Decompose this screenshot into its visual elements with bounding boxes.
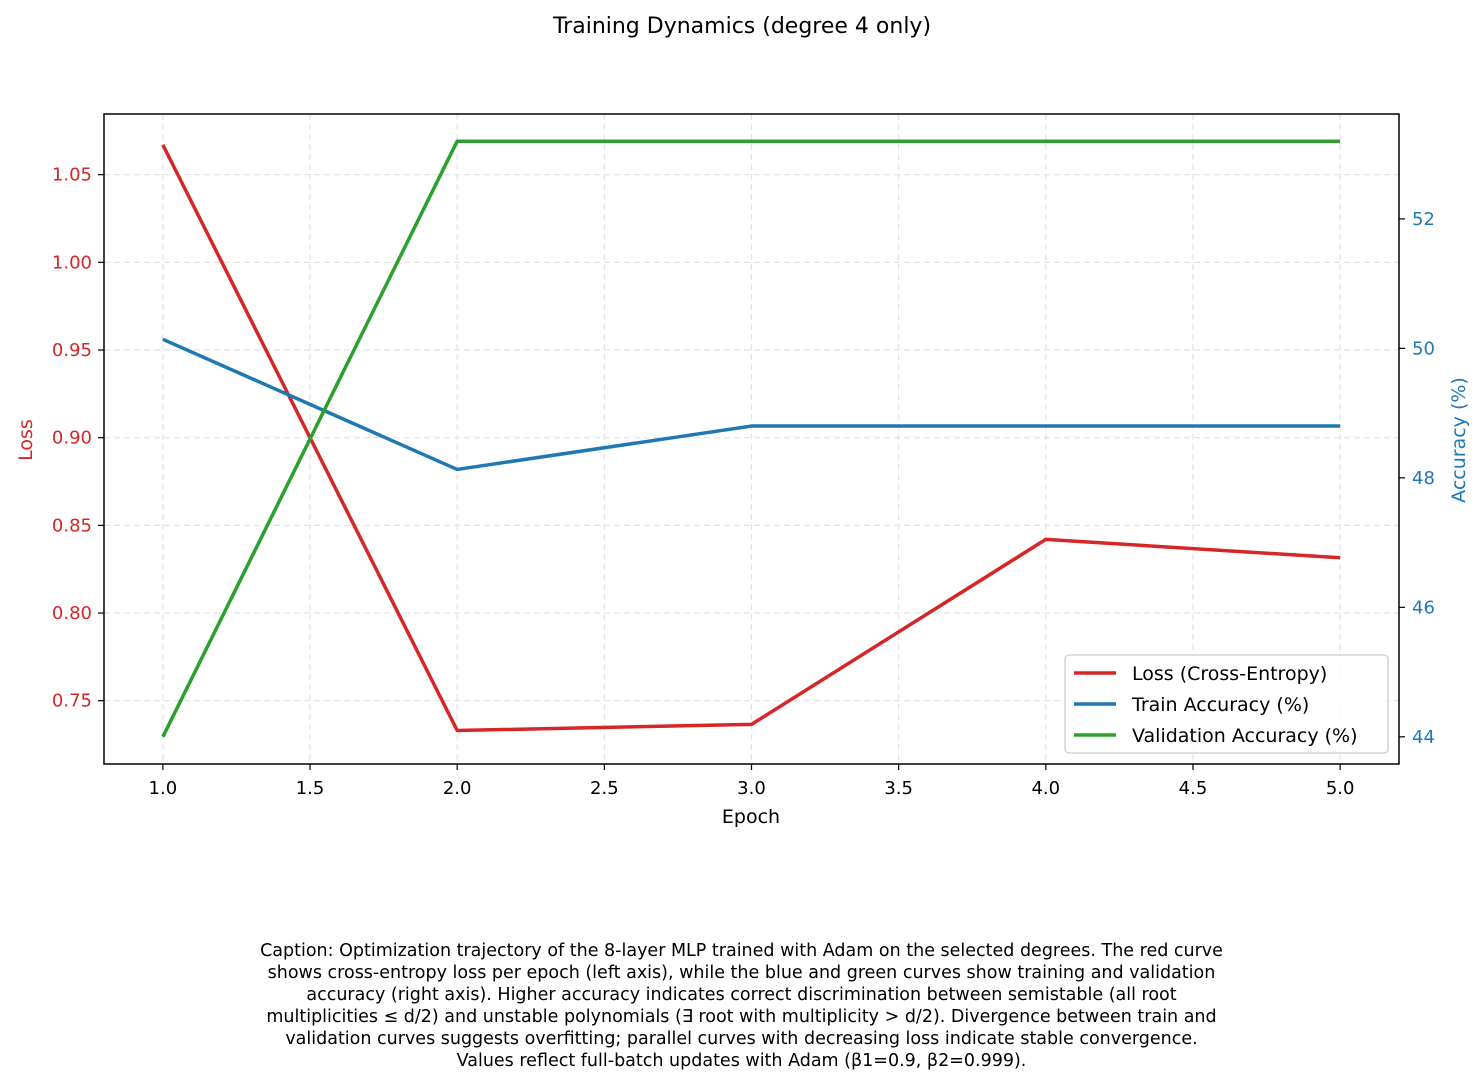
series-lines <box>161 139 1341 738</box>
right-tick-label: 44 <box>1412 727 1435 748</box>
series-line-train-accuracy <box>162 337 1341 472</box>
left-tick-label: 0.95 <box>52 340 92 361</box>
x-tick-label: 1.0 <box>149 778 178 799</box>
x-axis-label: Epoch <box>722 806 780 828</box>
right-tick-label: 48 <box>1412 468 1435 489</box>
left-tick-label: 1.00 <box>52 252 92 273</box>
x-tick-label: 4.0 <box>1031 778 1060 799</box>
right-axis-label: Accuracy (%) <box>1448 377 1470 503</box>
series-line-validation-accuracy <box>161 139 1341 738</box>
training-dynamics-chart: Training Dynamics (degree 4 only) 1.0 1.5… <box>15 14 1470 828</box>
left-tick-label: 0.80 <box>52 603 92 624</box>
left-axis-ticks: 0.75 0.80 0.85 0.90 0.95 1.00 1.05 <box>52 165 104 712</box>
x-tick-label: 3.5 <box>884 778 913 799</box>
right-tick-label: 46 <box>1412 597 1435 618</box>
right-axis-ticks: 44 46 48 50 52 <box>1399 209 1435 748</box>
legend: Loss (Cross-Entropy) Train Accuracy (%) Va… <box>1064 654 1389 754</box>
series-line-loss-cross-entropy <box>161 144 1341 733</box>
right-tick-label: 52 <box>1412 209 1435 230</box>
x-tick-label: 3.0 <box>737 778 766 799</box>
left-tick-label: 0.90 <box>52 428 92 449</box>
left-tick-label: 0.85 <box>52 515 92 536</box>
legend-entry: Train Accuracy (%) <box>1131 694 1309 716</box>
left-axis-label: Loss <box>15 419 37 461</box>
legend-entry: Loss (Cross-Entropy) <box>1132 663 1327 685</box>
x-tick-label: 2.5 <box>590 778 619 799</box>
x-tick-label: 4.5 <box>1179 778 1208 799</box>
chart-title: Training Dynamics (degree 4 only) <box>552 14 931 39</box>
figure-caption: Caption: Optimization trajectory of the … <box>260 941 1223 1071</box>
x-axis-ticks: 1.0 1.5 2.0 2.5 3.0 3.5 4.0 4.5 5.0 <box>149 764 1355 799</box>
legend-entry: Validation Accuracy (%) <box>1132 725 1358 747</box>
left-tick-label: 1.05 <box>52 165 92 186</box>
legend-box <box>1064 654 1389 754</box>
left-tick-label: 0.75 <box>52 691 92 712</box>
x-tick-label: 2.0 <box>443 778 472 799</box>
x-tick-label: 5.0 <box>1326 778 1355 799</box>
x-tick-label: 1.5 <box>296 778 325 799</box>
right-tick-label: 50 <box>1412 338 1435 359</box>
